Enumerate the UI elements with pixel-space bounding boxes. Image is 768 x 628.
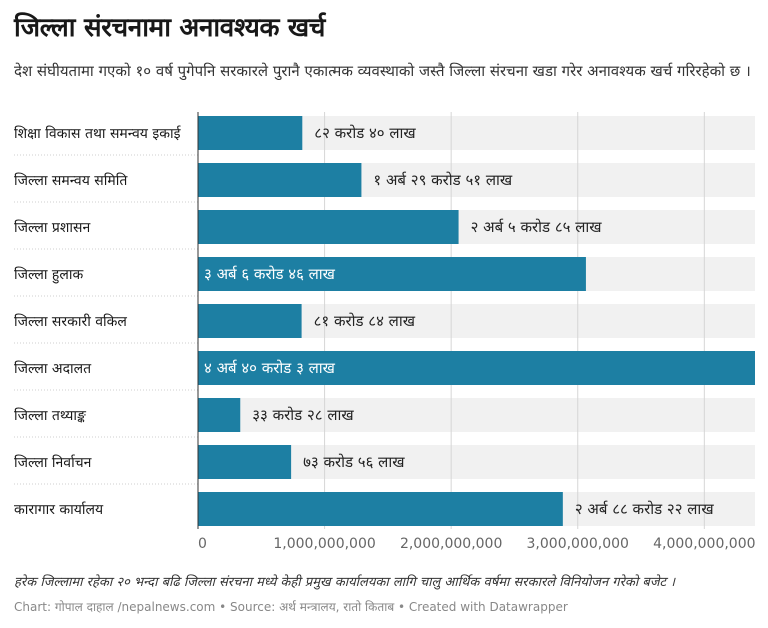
value-label: ८१ करोड ८४ लाख	[314, 312, 416, 330]
bar	[198, 304, 302, 338]
x-tick-label: 0	[198, 536, 207, 552]
value-label: ४ अर्ब ४० करोड ३ लाख	[204, 359, 336, 377]
chart-notes: हरेक जिल्लामा रहेका २० भन्दा बढि जिल्ला …	[14, 575, 676, 590]
value-label: १ अर्ब २९ करोड ५१ लाख	[373, 171, 512, 189]
chart-subtitle: देश संघीयतामा गएको १० वर्ष पुगेपनि सरकार…	[14, 62, 751, 80]
bar-chart: शिक्षा विकास तथा समन्वय इकाई ८२ करोड ४० ल…	[14, 112, 756, 552]
bar	[198, 210, 459, 244]
bar	[198, 163, 362, 197]
category-label: जिल्ला अदालत	[14, 360, 92, 377]
bar	[198, 398, 241, 432]
x-tick-label: 1,000,000,000	[273, 536, 375, 552]
category-label: जिल्ला प्रशासन	[14, 219, 90, 236]
bar	[198, 351, 755, 385]
category-label: कारागार कार्यालय	[14, 501, 104, 518]
value-label: ७३ करोड ५६ लाख	[303, 453, 405, 471]
category-label: जिल्ला तथ्याङ्क	[14, 407, 87, 424]
bar-track	[198, 398, 755, 432]
category-label: जिल्ला निर्वाचन	[14, 454, 92, 471]
value-label: ३ अर्ब ६ करोड ४६ लाख	[204, 265, 336, 283]
bar	[198, 445, 292, 479]
value-label: ८२ करोड ४० लाख	[314, 124, 416, 142]
value-label: २ अर्ब ८८ करोड २२ लाख	[575, 500, 714, 518]
bar	[198, 492, 563, 526]
x-tick-label: 3,000,000,000	[527, 536, 629, 552]
value-label: २ अर्ब ५ करोड ८५ लाख	[471, 218, 603, 236]
category-label: जिल्ला समन्वय समिति	[14, 172, 128, 189]
chart-title: जिल्ला संरचनामा अनावश्यक खर्च	[14, 13, 326, 43]
chart-byline: Chart: गोपाल दाहाल /nepalnews.com • Sour…	[14, 600, 568, 614]
x-tick-label: 2,000,000,000	[400, 536, 502, 552]
bar	[198, 116, 303, 150]
category-label: जिल्ला हुलाक	[14, 266, 83, 284]
value-label: ३३ करोड २८ लाख	[252, 406, 354, 424]
bar	[198, 257, 586, 291]
category-label: जिल्ला सरकारी वकिल	[14, 313, 127, 330]
x-tick-label: 4,000,000,000	[653, 536, 755, 552]
category-label: शिक्षा विकास तथा समन्वय इकाई	[14, 125, 182, 142]
